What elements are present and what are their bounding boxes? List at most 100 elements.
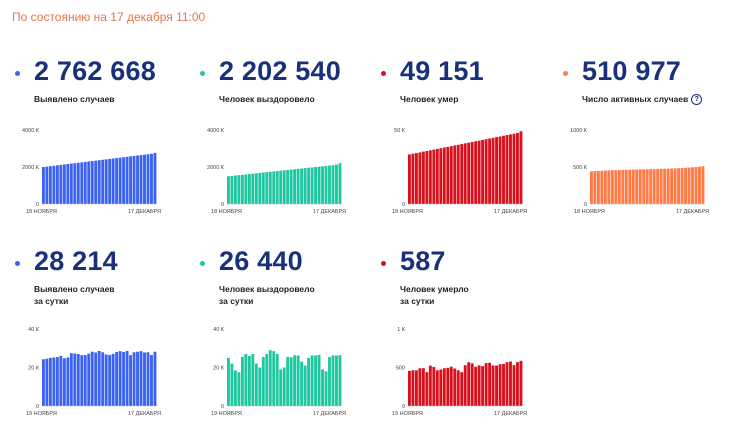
chart-bar[interactable]: [331, 165, 335, 204]
chart-bar[interactable]: [136, 155, 139, 204]
chart-bar[interactable]: [635, 169, 639, 204]
chart-bar[interactable]: [481, 139, 485, 204]
chart-bar[interactable]: [146, 154, 150, 204]
chart-bar[interactable]: [652, 169, 656, 204]
chart-bar[interactable]: [421, 151, 425, 204]
chart-bar[interactable]: [104, 354, 108, 406]
chart-bar[interactable]: [310, 355, 314, 406]
chart-bar[interactable]: [477, 140, 481, 204]
chart-bar[interactable]: [111, 158, 115, 204]
chart-bar[interactable]: [69, 353, 73, 406]
chart-bar[interactable]: [663, 168, 667, 204]
chart-bar[interactable]: [45, 166, 49, 204]
chart-bar[interactable]: [411, 153, 415, 204]
chart-bar[interactable]: [335, 355, 338, 406]
chart-bar[interactable]: [268, 350, 272, 406]
chart-bar[interactable]: [129, 355, 132, 406]
chart-bar[interactable]: [509, 361, 512, 406]
chart-bar[interactable]: [310, 167, 314, 204]
chart-bar[interactable]: [52, 165, 56, 204]
chart-bar[interactable]: [408, 370, 411, 406]
chart-bar[interactable]: [87, 161, 91, 204]
chart-bar[interactable]: [286, 169, 290, 204]
chart-bar[interactable]: [484, 139, 488, 204]
chart-bar[interactable]: [442, 147, 446, 204]
chart-bar[interactable]: [502, 135, 505, 204]
chart-bar[interactable]: [244, 354, 248, 406]
chart-bar[interactable]: [76, 354, 80, 406]
chart-bar[interactable]: [338, 163, 342, 204]
chart-bar[interactable]: [491, 137, 495, 204]
chart-bar[interactable]: [324, 165, 328, 204]
chart-bar[interactable]: [101, 352, 105, 406]
chart-bar[interactable]: [498, 136, 502, 204]
chart-bar[interactable]: [335, 164, 338, 204]
chart-bar[interactable]: [621, 169, 625, 204]
chart-bar[interactable]: [261, 356, 265, 406]
chart-bar[interactable]: [108, 354, 112, 406]
chart-bar[interactable]: [101, 159, 105, 204]
chart-bar[interactable]: [303, 365, 307, 406]
chart-bar[interactable]: [670, 168, 674, 204]
chart-bar[interactable]: [247, 355, 251, 406]
chart-bar[interactable]: [314, 167, 317, 204]
chart-bar[interactable]: [446, 367, 450, 406]
chart-bar[interactable]: [628, 169, 632, 204]
chart-bar[interactable]: [247, 174, 251, 204]
chart-bar[interactable]: [48, 357, 52, 407]
chart-bar[interactable]: [432, 149, 436, 204]
chart-bar[interactable]: [272, 351, 276, 406]
chart-bar[interactable]: [656, 168, 660, 204]
chart-bar[interactable]: [69, 163, 73, 204]
chart-bar[interactable]: [456, 144, 460, 204]
chart-bar[interactable]: [275, 354, 279, 406]
chart-bar[interactable]: [491, 365, 495, 407]
chart-bar[interactable]: [694, 167, 698, 204]
chart-bar[interactable]: [125, 156, 129, 204]
chart-bar[interactable]: [73, 163, 77, 204]
chart-bar[interactable]: [408, 154, 411, 204]
chart-bar[interactable]: [230, 363, 234, 406]
chart-bar[interactable]: [418, 152, 422, 204]
chart-bar[interactable]: [481, 366, 485, 406]
chart-bar[interactable]: [254, 363, 258, 406]
chart-bar[interactable]: [488, 362, 492, 406]
chart-bar[interactable]: [484, 363, 488, 406]
chart-bar[interactable]: [321, 369, 324, 406]
chart-bar[interactable]: [600, 170, 604, 204]
chart-bar[interactable]: [115, 351, 119, 406]
chart-bar[interactable]: [104, 159, 108, 204]
chart-bar[interactable]: [505, 135, 509, 204]
chart-bar[interactable]: [125, 350, 129, 406]
chart-bar[interactable]: [261, 172, 265, 204]
chart-bar[interactable]: [488, 138, 492, 204]
chart-bar[interactable]: [150, 153, 153, 204]
chart-bar[interactable]: [673, 168, 677, 204]
chart-bar[interactable]: [143, 154, 146, 204]
chart-bar[interactable]: [684, 167, 687, 204]
chart-bar[interactable]: [428, 365, 432, 406]
chart-bar[interactable]: [314, 355, 317, 406]
chart-bar[interactable]: [73, 353, 77, 406]
chart-bar[interactable]: [300, 168, 304, 204]
chart-bar[interactable]: [76, 162, 80, 204]
chart-bar[interactable]: [435, 370, 439, 406]
chart-bar[interactable]: [659, 168, 663, 204]
chart-bar[interactable]: [680, 168, 684, 204]
chart-bar[interactable]: [502, 363, 505, 406]
chart-bar[interactable]: [97, 160, 101, 204]
chart-bar[interactable]: [418, 368, 422, 406]
chart-bar[interactable]: [132, 352, 136, 406]
chart-bar[interactable]: [268, 171, 272, 204]
chart-bar[interactable]: [474, 141, 478, 204]
chart-bar[interactable]: [317, 166, 321, 204]
chart-bar[interactable]: [233, 175, 237, 204]
chart-bar[interactable]: [254, 173, 258, 204]
chart-bar[interactable]: [470, 363, 474, 406]
chart-bar[interactable]: [289, 169, 293, 204]
chart-bar[interactable]: [701, 166, 705, 204]
chart-bar[interactable]: [90, 161, 94, 204]
chart-bar[interactable]: [136, 351, 139, 406]
chart-bar[interactable]: [300, 361, 304, 406]
chart-bar[interactable]: [122, 351, 126, 406]
